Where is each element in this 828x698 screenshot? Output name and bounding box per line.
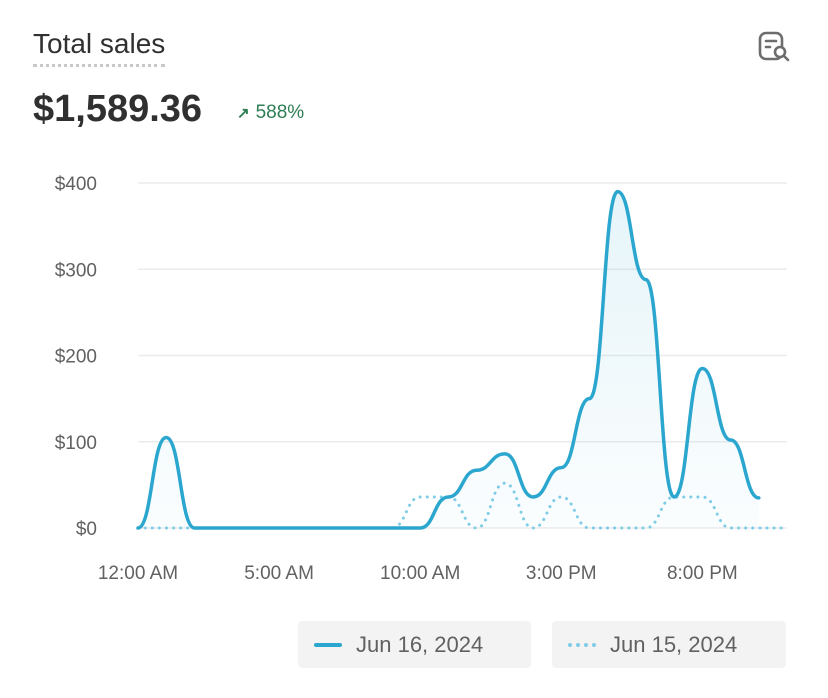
solid-line-swatch	[314, 642, 342, 647]
total-sales-value: $1,589.36	[33, 88, 203, 130]
card-title[interactable]: Total sales	[33, 28, 166, 67]
legend-item-current[interactable]: Jun 16, 2024	[298, 621, 531, 668]
x-tick-label: 5:00 AM	[244, 563, 314, 584]
area-fill-jun-16	[138, 191, 759, 528]
sales-line-chart: $0 $100 $200 $300 $400 12:00 AM 5:00 AM 10:00 A…	[55, 174, 789, 584]
x-tick-label: 3:00 PM	[526, 563, 597, 584]
x-tick-label: 10:00 AM	[380, 563, 460, 584]
legend-label: Jun 16, 2024	[356, 631, 484, 657]
arrow-up-right-icon: ↗	[237, 105, 250, 122]
y-tick-label: $0	[76, 519, 97, 540]
legend-label: Jun 15, 2024	[610, 631, 738, 657]
change-percent: 588%	[255, 102, 305, 123]
series-line-jun-15	[136, 481, 789, 530]
y-tick-label: $300	[55, 260, 97, 281]
legend-item-previous[interactable]: Jun 15, 2024	[552, 621, 786, 668]
y-tick-label: $400	[55, 174, 97, 195]
x-tick-label: 8:00 PM	[667, 563, 738, 584]
y-tick-label: $200	[55, 347, 97, 368]
report-search-icon[interactable]	[757, 30, 791, 64]
series-line-jun-16	[136, 189, 761, 530]
x-tick-label: 12:00 AM	[98, 563, 178, 584]
y-tick-label: $100	[55, 433, 97, 454]
dotted-line-swatch	[568, 642, 596, 647]
change-badge: ↗ 588%	[237, 102, 304, 124]
